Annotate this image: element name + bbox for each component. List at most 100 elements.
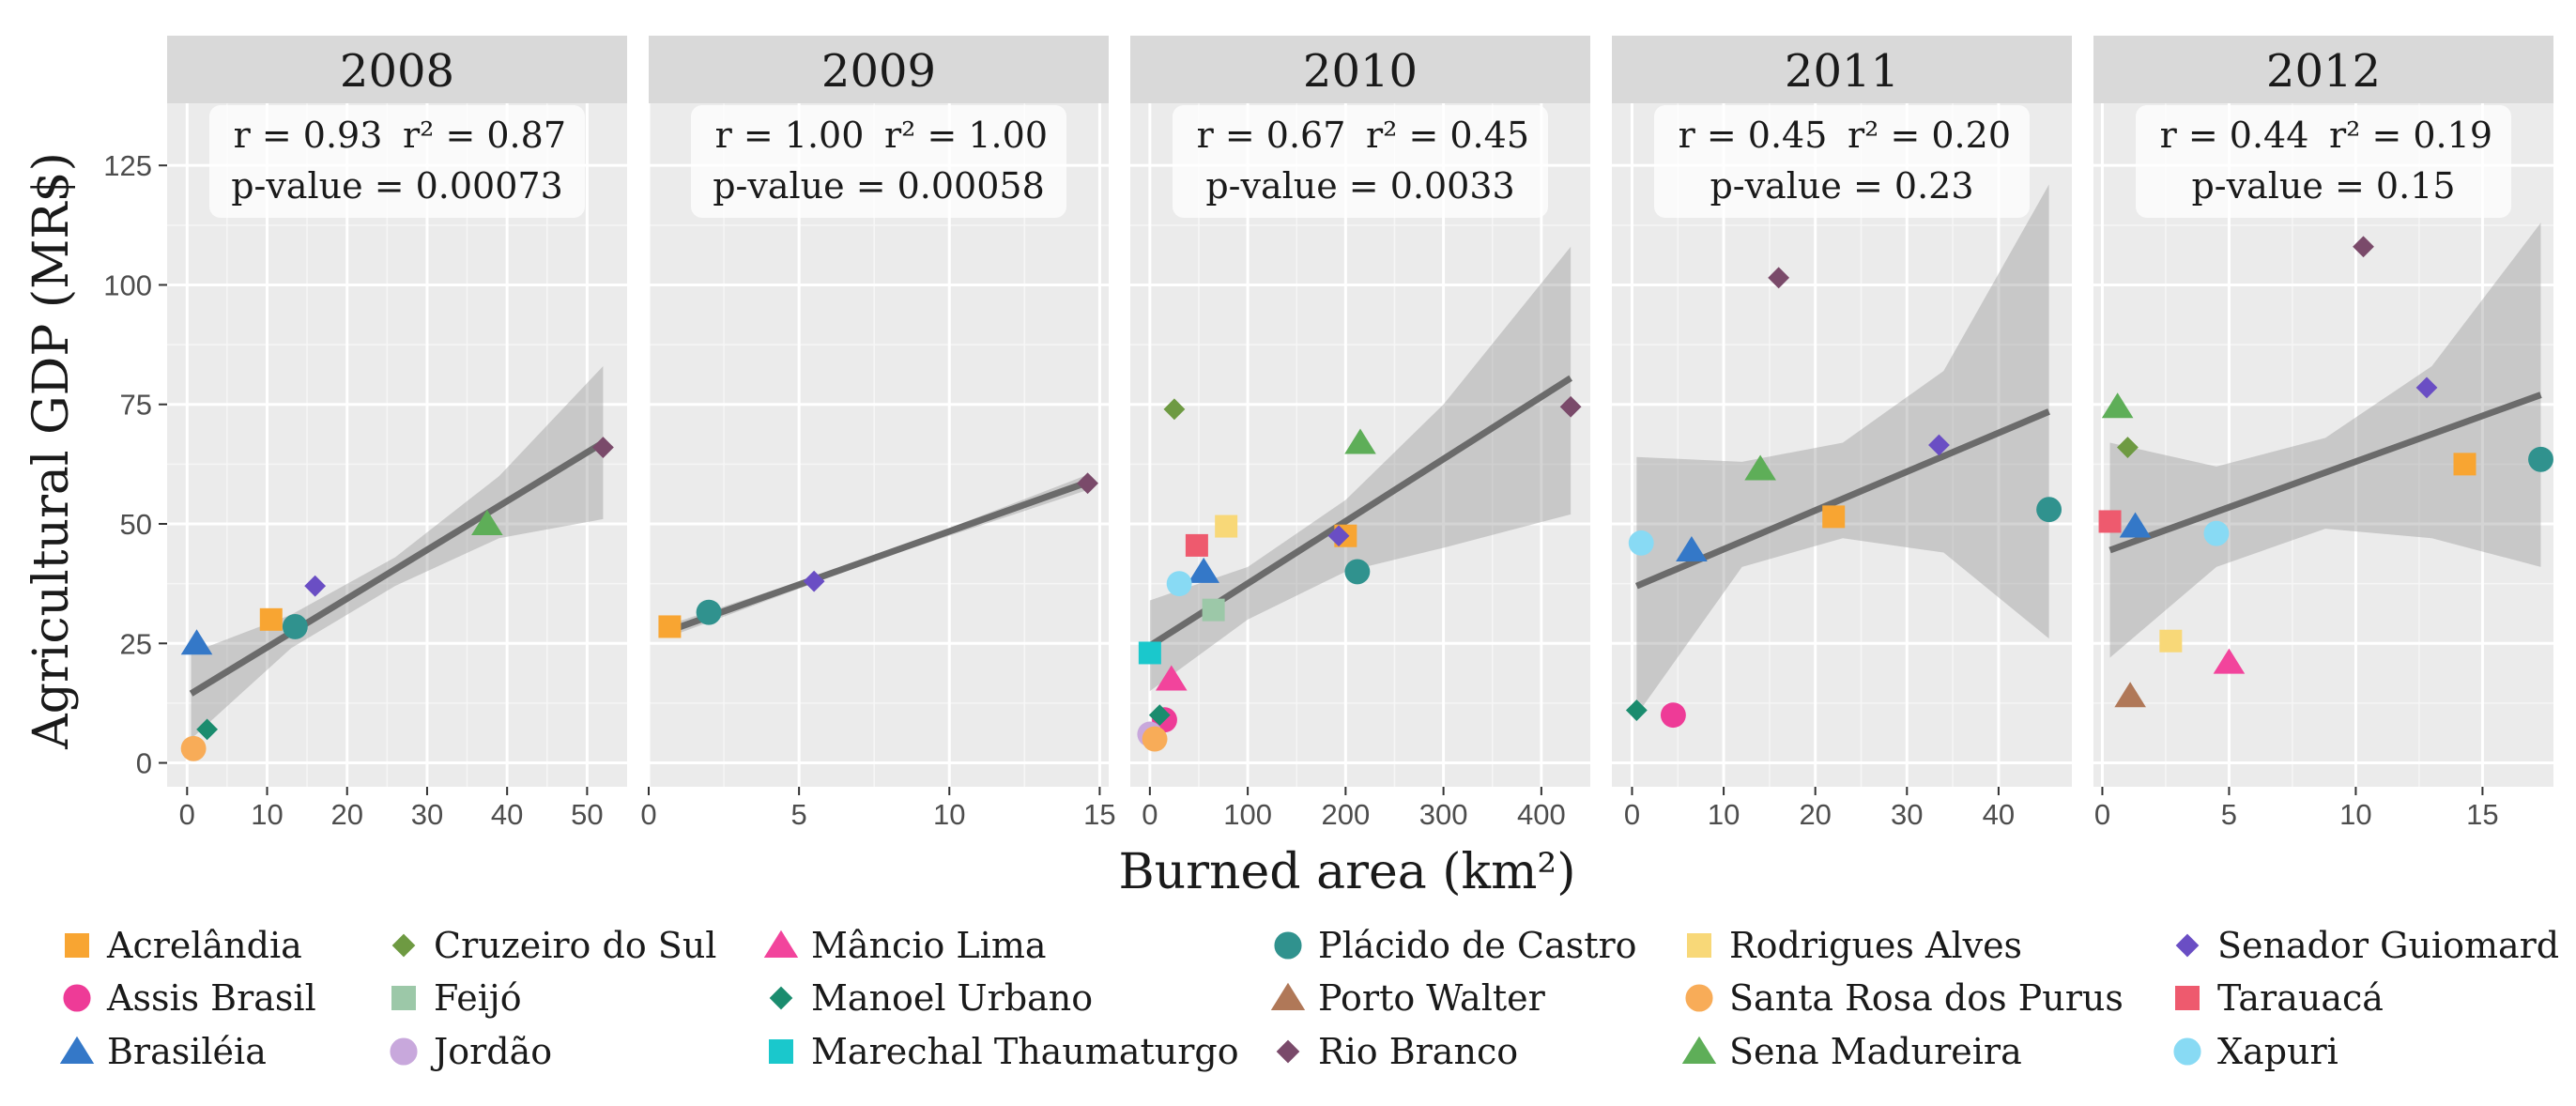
stats-box: [1654, 105, 2030, 218]
data-point-senador-guiomard: [2415, 376, 2438, 399]
legend-key-triangle: [59, 1036, 95, 1064]
legend-key-circle: [63, 984, 91, 1012]
legend-label: Brasiléia: [107, 1031, 267, 1072]
legend-label: Porto Walter: [1318, 977, 1546, 1019]
data-point-cruzeiro-do-sul: [2117, 437, 2139, 458]
legend-key-diamond: [391, 933, 416, 958]
legend-item-feijó: Feijó: [391, 977, 522, 1019]
legend-label: Mâncio Lima: [811, 925, 1047, 966]
y-tick-label: 50: [120, 508, 152, 541]
data-point-rio-branco: [2353, 236, 2374, 258]
data-point-rio-branco: [592, 437, 614, 458]
legend-label: Acrelândia: [106, 925, 302, 966]
data-point-acrelândia: [658, 615, 682, 638]
legend-item-marechal-thaumaturgo: Marechal Thaumaturgo: [769, 1031, 1239, 1072]
r-value: r = 0.93: [234, 115, 383, 156]
panel-2008: 2008 0 25 50 75 100 125 0 10 20 30 40 50 r = 0.93 r² =…: [103, 36, 627, 831]
legend-label: Tarauacá: [2217, 977, 2384, 1019]
data-point-brasiléia: [2119, 512, 2152, 538]
data-point-sena-madureira: [2101, 392, 2134, 419]
p-value: p-value = 0.23: [1710, 165, 1973, 207]
panel-2009: 2009 0 5 10 15 r = 1.00 r² = 1.00 p-value = 0.0…: [640, 36, 1116, 831]
data-point-plácido-de-castro: [1344, 559, 1371, 585]
legend-label: Senador Guiomard: [2217, 925, 2559, 966]
legend-key-diamond: [769, 986, 793, 1010]
data-point-senador-guiomard: [1327, 525, 1350, 547]
p-value: p-value = 0.0033: [1205, 165, 1514, 207]
legend-item-senador-guiomard: Senador Guiomard: [2175, 925, 2559, 966]
data-point-marechal-thaumaturgo: [1138, 641, 1161, 665]
strip-background: [1130, 36, 1590, 103]
x-tick-label: 15: [1083, 798, 1115, 831]
legend-item-mâncio-lima: Mâncio Lima: [763, 925, 1047, 966]
y-tick-label: 100: [103, 269, 152, 301]
x-tick-label: 0: [2094, 798, 2110, 831]
legend-label: Feijó: [434, 977, 522, 1019]
strip-background: [2093, 36, 2553, 103]
r-value: r = 0.67: [1197, 115, 1346, 156]
legend-label: Assis Brasil: [106, 977, 316, 1019]
legend-key-square: [391, 986, 416, 1010]
data-point-plácido-de-castro: [2528, 446, 2553, 472]
legend-item-jordão: Jordão: [390, 1031, 552, 1072]
legend-key-square: [769, 1039, 793, 1064]
legend-key-triangle: [1681, 1036, 1717, 1064]
legend-item-santa-rosa-dos-purus: Santa Rosa dos Purus: [1685, 977, 2124, 1019]
strip-background: [1612, 36, 2072, 103]
data-point-cruzeiro-do-sul: [1163, 398, 1186, 421]
legend-key-circle: [390, 1037, 418, 1066]
stats-box: [209, 105, 585, 218]
data-point-senador-guiomard: [1928, 434, 1950, 456]
legend-item-assis-brasil: Assis Brasil: [63, 977, 316, 1019]
legend-label: Rodrigues Alves: [1729, 925, 2022, 966]
data-point-xapuri: [1628, 530, 1654, 556]
x-tick-label: 0: [1142, 798, 1158, 831]
legend-label: Jordão: [430, 1031, 552, 1072]
data-point-sena-madureira: [471, 510, 503, 535]
data-point-senador-guiomard: [803, 570, 825, 592]
data-point-acrelândia: [2453, 453, 2476, 476]
r-value: r = 0.44: [2160, 115, 2309, 156]
legend-item-sena-madureira: Sena Madureira: [1681, 1031, 2022, 1072]
strip-label: 2012: [2266, 45, 2381, 98]
data-point-mâncio-lima: [1155, 665, 1188, 691]
x-tick-label: 20: [330, 798, 362, 831]
x-axis-title: Burned area (km²): [1118, 844, 1575, 900]
strip-label: 2008: [340, 45, 454, 98]
legend-key-circle: [2173, 1037, 2201, 1066]
legend-label: Marechal Thaumaturgo: [811, 1031, 1239, 1072]
legend-key-square: [2175, 986, 2200, 1010]
confidence-band: [2109, 223, 2541, 658]
data-point-sena-madureira: [1344, 428, 1376, 454]
legend-label: Cruzeiro do Sul: [434, 925, 716, 966]
legend-item-porto-walter: Porto Walter: [1270, 977, 1546, 1019]
data-point-xapuri: [1166, 571, 1192, 597]
legend-label: Rio Branco: [1318, 1031, 1518, 1072]
data-point-tarauacá: [2098, 510, 2122, 533]
x-tick-label: 0: [179, 798, 195, 831]
y-axis-title: Agricultural GDP (MR$): [23, 152, 80, 750]
legend-label: Plácido de Castro: [1318, 925, 1637, 966]
legend-key-circle: [1274, 931, 1302, 960]
x-tick-label: 15: [2466, 798, 2498, 831]
x-tick-label: 40: [491, 798, 523, 831]
data-point-brasiléia: [180, 629, 213, 655]
strip-background: [167, 36, 627, 103]
legend-item-cruzeiro-do-sul: Cruzeiro do Sul: [391, 925, 716, 966]
r-squared-value: r² = 0.20: [1848, 115, 2011, 156]
x-tick-label: 300: [1419, 798, 1468, 831]
legend-key-triangle: [1270, 982, 1306, 1010]
confidence-band: [1636, 184, 2049, 715]
data-point-rodrigues-alves: [1215, 515, 1238, 538]
data-point-rio-branco: [1559, 395, 1582, 418]
x-tick-label: 30: [411, 798, 443, 831]
legend: Acrelândia Assis Brasil Brasiléia Cruzeiro …: [59, 925, 2559, 1072]
x-tick-label: 200: [1321, 798, 1370, 831]
data-point-feijó: [1202, 598, 1225, 622]
legend-item-tarauacá: Tarauacá: [2175, 977, 2384, 1019]
x-tick-label: 0: [1624, 798, 1640, 831]
x-tick-label: 400: [1517, 798, 1566, 831]
strip-background: [649, 36, 1109, 103]
legend-key-diamond: [2175, 933, 2200, 958]
